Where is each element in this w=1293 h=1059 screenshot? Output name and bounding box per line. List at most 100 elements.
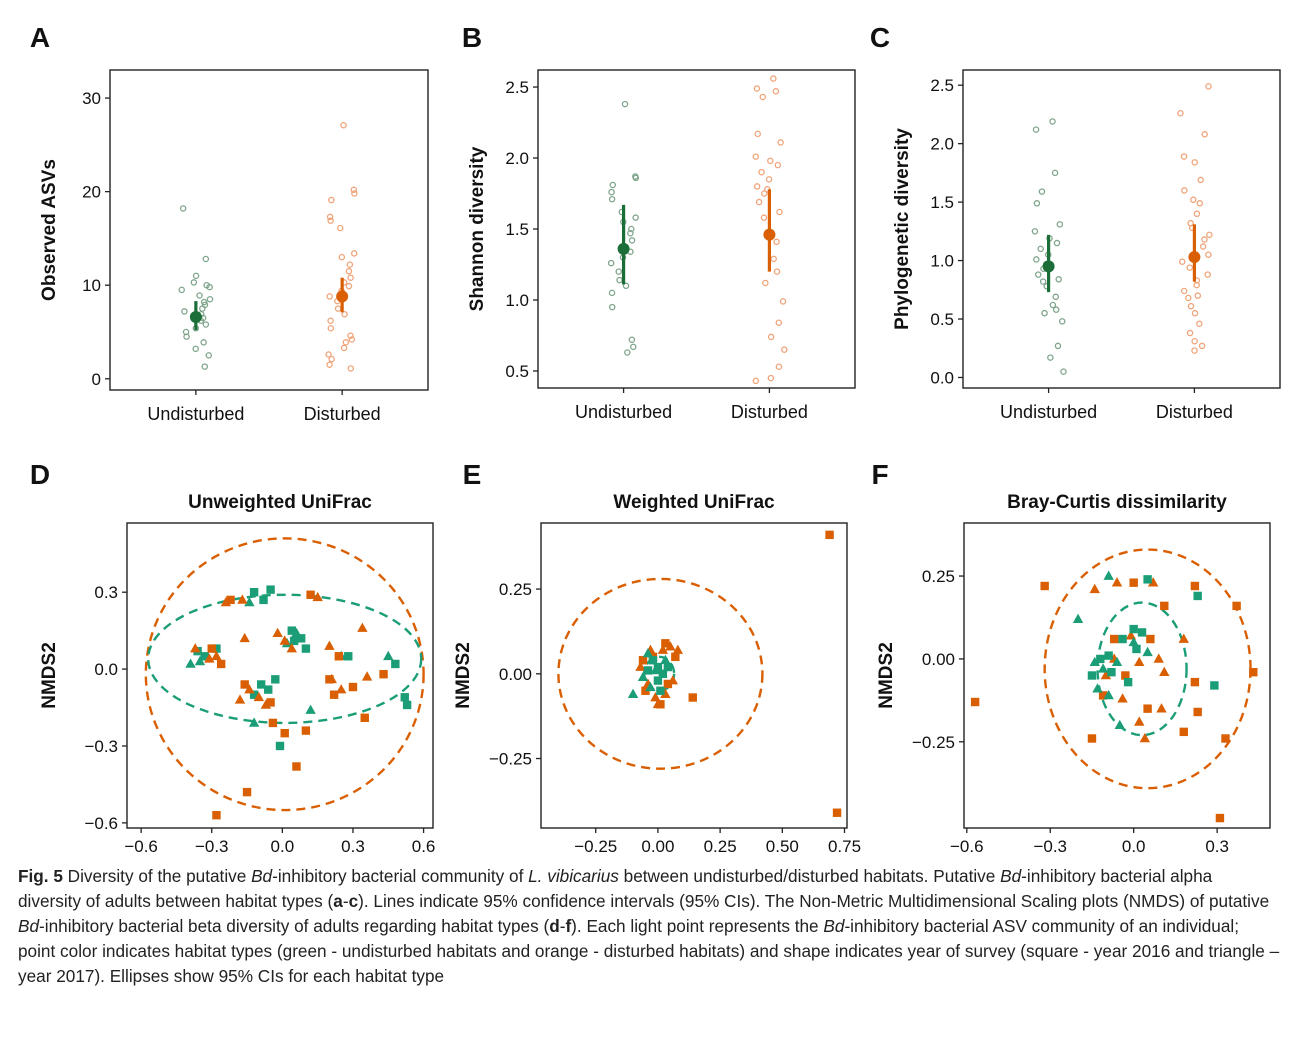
triangle-point-2017 <box>1156 703 1167 713</box>
data-point <box>342 339 350 346</box>
mean-point <box>617 242 630 255</box>
triangle-point-2017 <box>1111 656 1123 667</box>
data-point <box>608 303 616 311</box>
triangle-point-2017 <box>279 635 290 645</box>
y-axis-label: Observed ASVs <box>39 159 60 301</box>
plot-frame <box>962 69 1281 389</box>
data-point <box>196 292 203 299</box>
data-point <box>1037 245 1044 253</box>
data-point <box>632 214 639 221</box>
square-point-2016 <box>653 676 663 685</box>
triangle-point-2017 <box>1134 656 1145 667</box>
square-point-2016 <box>661 639 670 648</box>
square-point-2016 <box>1087 734 1097 743</box>
data-point <box>1038 188 1046 195</box>
data-point <box>351 190 358 197</box>
triangle-point-2017 <box>660 688 671 698</box>
square-point-2016 <box>212 644 221 653</box>
data-point <box>1191 337 1198 345</box>
y-tick-label: 0.25 <box>922 567 955 586</box>
data-point <box>200 339 207 346</box>
data-point <box>1055 276 1062 283</box>
data-point <box>628 336 636 343</box>
data-point <box>1186 329 1194 337</box>
square-point-2016 <box>348 682 358 692</box>
square-point-2016 <box>1107 667 1116 677</box>
y-tick-label: 2.0 <box>505 149 529 168</box>
ci-ellipse-disturbed <box>144 537 425 812</box>
data-point <box>770 255 777 263</box>
square-point-2016 <box>1249 667 1258 677</box>
triangle-point-2017 <box>1097 663 1109 673</box>
square-point-2016 <box>296 634 306 643</box>
y-tick-label: 2.5 <box>505 78 529 97</box>
data-point <box>1197 176 1204 184</box>
triangle-point-2017 <box>383 650 394 661</box>
x-tick-label: 0.6 <box>412 837 436 856</box>
data-point <box>773 238 780 246</box>
data-point <box>1205 83 1212 90</box>
triangle-point-2017 <box>204 653 215 663</box>
mean-point <box>336 290 349 303</box>
square-point-2016 <box>344 652 353 661</box>
square-point-2016 <box>653 662 663 672</box>
data-point <box>202 321 210 328</box>
triangle-point-2017 <box>1153 653 1164 663</box>
x-tick-label: 0.0 <box>271 837 295 856</box>
data-point <box>345 282 353 290</box>
square-point-2016 <box>329 690 339 699</box>
square-point-2016 <box>641 686 650 695</box>
data-point <box>632 174 640 182</box>
data-point <box>772 88 780 95</box>
data-point <box>206 283 213 291</box>
x-tick-label: 0.0 <box>1122 837 1146 856</box>
panel-f: F Bray-Curtis dissimilarity −0.25 0.00 0.25 −… <box>871 459 1271 856</box>
data-point <box>179 205 187 212</box>
triangle-point-2017 <box>1128 636 1139 647</box>
data-point <box>345 267 353 275</box>
data-point <box>608 195 616 203</box>
data-point <box>328 196 335 204</box>
data-point <box>205 352 212 359</box>
square-point-2016 <box>1121 671 1130 680</box>
square-point-2016 <box>301 644 311 653</box>
triangle-point-2017 <box>326 673 337 684</box>
panel-c: C 0.0 0.5 1.0 1.5 2.0 2.5 Undisturbed Disturbed P… <box>870 22 1281 422</box>
mean-point <box>189 311 202 324</box>
square-point-2016 <box>226 595 235 605</box>
x-tick-label: −0.3 <box>195 837 229 856</box>
data-point <box>334 305 342 312</box>
triangle-point-2017 <box>1134 716 1145 726</box>
data-point <box>350 250 358 257</box>
square-point-2016 <box>212 810 221 820</box>
square-point-2016 <box>1146 634 1155 644</box>
data-point <box>1053 239 1061 247</box>
data-point <box>347 365 355 372</box>
triangle-point-2017 <box>665 641 676 651</box>
square-point-2016 <box>1104 651 1113 660</box>
data-point <box>1051 169 1059 177</box>
y-tick-label: −0.6 <box>84 814 118 833</box>
data-point <box>348 336 356 343</box>
triangle-point-2017 <box>1147 577 1159 587</box>
square-point-2016 <box>301 726 311 735</box>
data-point <box>752 153 759 160</box>
square-point-2016 <box>266 585 275 594</box>
panel-label: F <box>871 459 888 490</box>
triangle-point-2017 <box>220 596 232 607</box>
panel-d: D Unweighted UniFrac −0.6 −0.3 0.0 0.3 −0.6 −0.… <box>30 459 436 856</box>
mean-point <box>1042 260 1055 273</box>
data-point <box>1196 320 1203 327</box>
square-point-2016 <box>268 718 278 728</box>
y-tick-label: 20 <box>82 183 101 202</box>
panel-e: E Weighted UniFrac −0.25 0.00 0.25 −0.25 0.00 0… <box>453 459 861 856</box>
data-point <box>1191 309 1199 317</box>
square-point-2016 <box>656 686 665 695</box>
data-point <box>622 282 630 290</box>
square-point-2016 <box>1040 581 1049 591</box>
x-category-label: Undisturbed <box>147 404 244 424</box>
square-point-2016 <box>287 626 296 635</box>
mean-point <box>1188 251 1201 264</box>
triangle-point-2017 <box>286 643 297 653</box>
triangle-point-2017 <box>672 644 684 654</box>
